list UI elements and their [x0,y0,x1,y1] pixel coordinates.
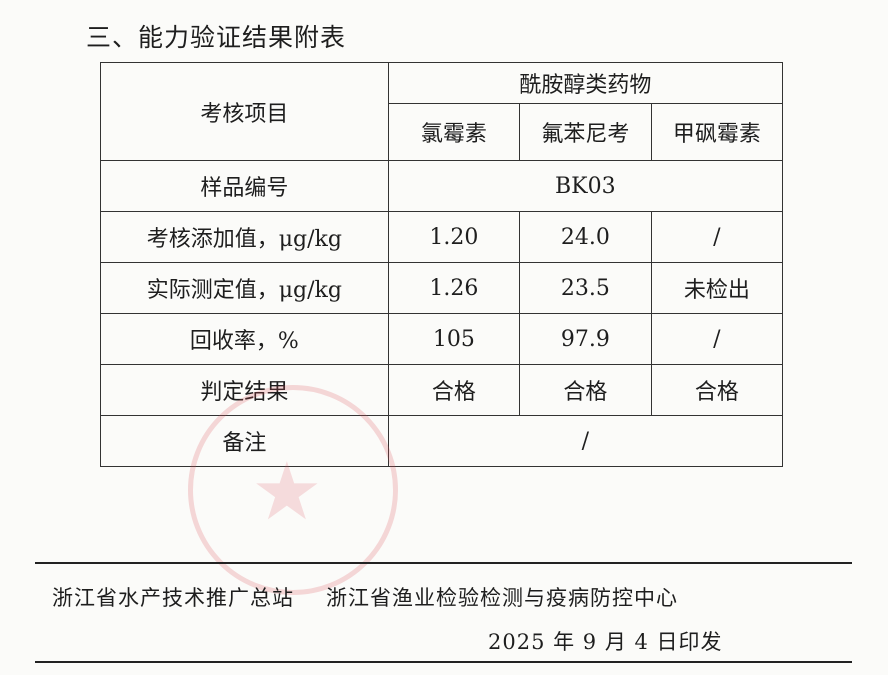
remark-value: / [387,415,784,467]
results-table: 考核项目 酰胺醇类药物 氯霉素 氟苯尼考 甲砜霉素 样品编号 BK03 考核添加… [100,62,784,467]
row-label: 实际测定值，μg/kg [100,262,389,314]
issuer-2: 浙江省渔业检验检测与疫病防控中心 [326,586,678,610]
cell: 105 [387,313,521,365]
drug-header: 氟苯尼考 [519,103,652,161]
header-row: 考核项目 酰胺醇类药物 [100,62,784,161]
cell: 97.9 [519,313,652,365]
sample-id: BK03 [387,160,784,212]
remark-label: 备注 [100,415,389,467]
table-row: 考核添加值，μg/kg 1.20 24.0 / [100,211,784,263]
cell: 合格 [650,364,784,416]
footer-top-rule [35,562,852,564]
row-label: 判定结果 [100,364,389,416]
cell: 1.20 [387,211,521,263]
sample-label: 样品编号 [100,160,389,212]
issuer-1: 浙江省水产技术推广总站 [52,586,294,610]
cell: 23.5 [519,262,652,314]
drug-header: 氯霉素 [387,103,521,161]
row-label: 考核添加值，μg/kg [100,211,389,263]
section-title: 三、能力验证结果附表 [86,23,347,52]
table-row: 判定结果 合格 合格 合格 [100,364,784,416]
cell: 合格 [519,364,652,416]
remark-row: 备注 / [100,415,784,467]
cell: / [650,313,784,365]
issue-date: 2025 年 9 月 4 日印发 [488,630,723,654]
issuers: 浙江省水产技术推广总站 浙江省渔业检验检测与疫病防控中心 [52,582,678,612]
item-header: 考核项目 [100,62,389,161]
cell: 24.0 [519,211,652,263]
table-row: 回收率，% 105 97.9 / [100,313,784,365]
row-label: 回收率，% [100,313,389,365]
drug-header-row: 氯霉素 氟苯尼考 甲砜霉素 [101,103,784,161]
cell: 未检出 [650,262,784,314]
group-header: 酰胺醇类药物 [387,62,784,104]
cell: / [650,211,784,263]
table-row: 实际测定值，μg/kg 1.26 23.5 未检出 [100,262,784,314]
cell: 合格 [387,364,521,416]
drug-header: 甲砜霉素 [650,103,784,161]
sample-row: 样品编号 BK03 [100,160,784,212]
footer-bottom-rule [35,661,852,663]
cell: 1.26 [387,262,521,314]
